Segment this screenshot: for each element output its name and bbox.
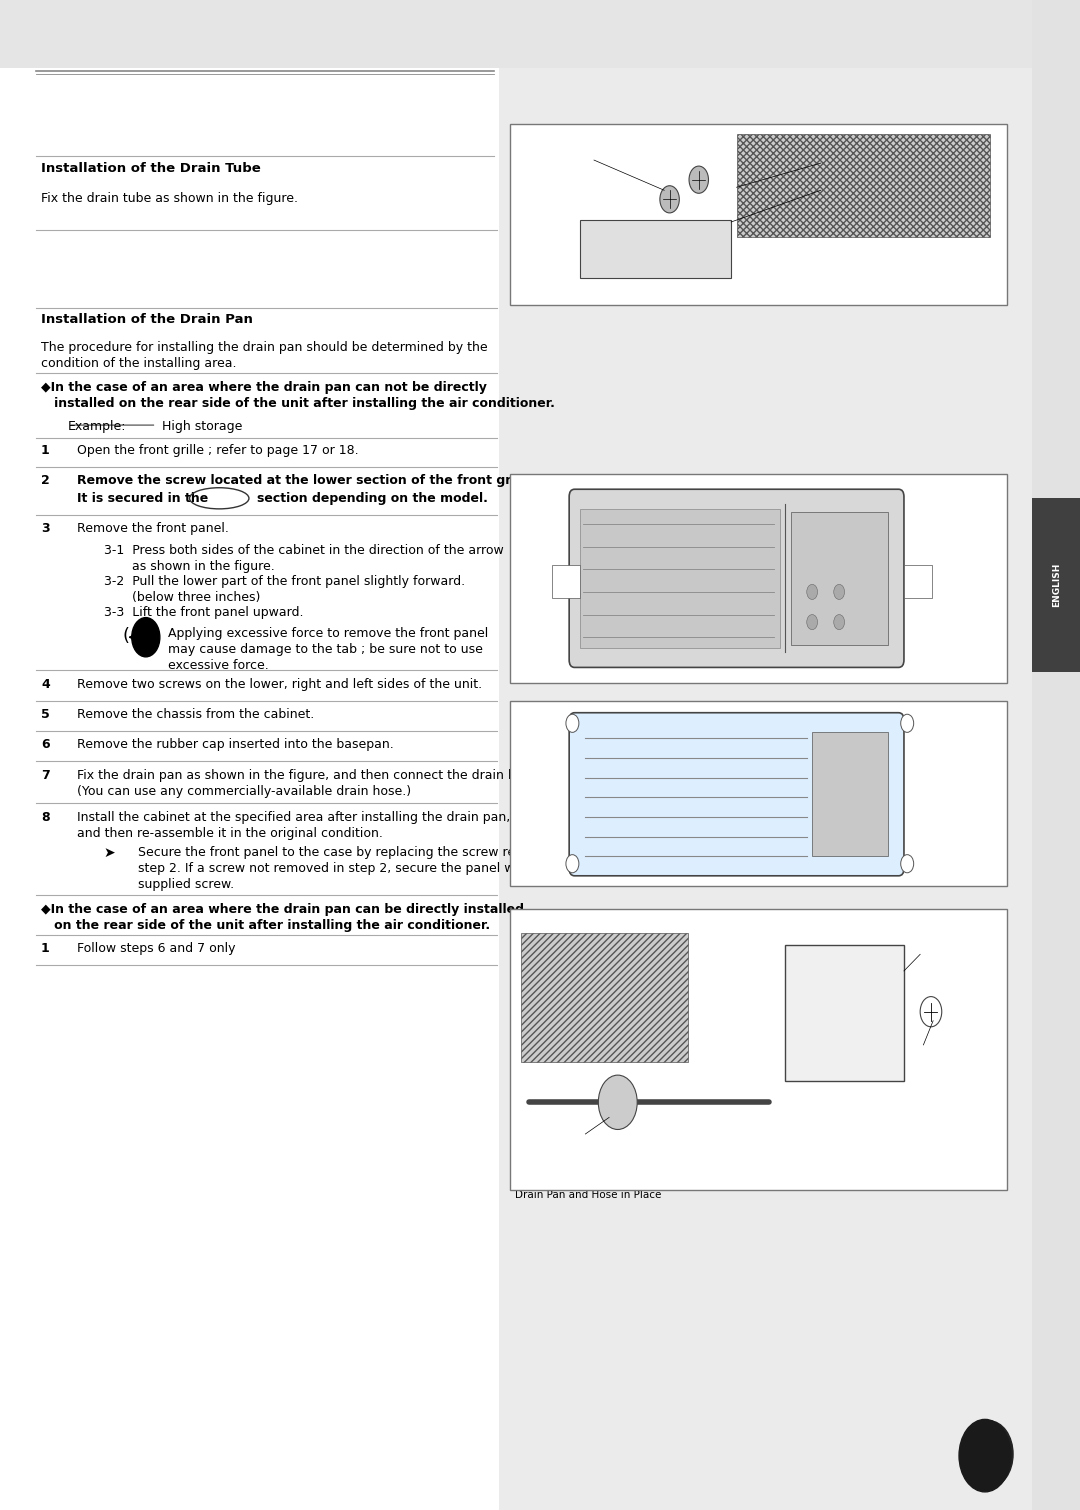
Circle shape xyxy=(598,1075,637,1129)
Text: 33: 33 xyxy=(561,574,571,583)
Text: Applying excessive force to remove the front panel
may cause damage to the tab ;: Applying excessive force to remove the f… xyxy=(168,627,489,672)
Text: 3-2  Pull the lower part of the front panel slightly forward.
       (below thre: 3-2 Pull the lower part of the front pan… xyxy=(104,575,464,604)
Text: Remove the rubber cap inserted into the basepan.: Remove the rubber cap inserted into the … xyxy=(77,738,393,752)
Circle shape xyxy=(566,855,579,873)
Bar xyxy=(904,565,932,598)
Bar xyxy=(510,474,1007,683)
Text: High storage: High storage xyxy=(162,420,242,433)
Text: Screw: Screw xyxy=(926,1042,955,1052)
Circle shape xyxy=(834,615,845,630)
Text: Installation of the Drain Tube: Installation of the Drain Tube xyxy=(41,162,260,175)
Circle shape xyxy=(660,186,679,213)
Text: 5: 5 xyxy=(41,708,50,722)
Text: Open the front grille ; refer to page 17 or 18.: Open the front grille ; refer to page 17… xyxy=(77,444,359,458)
Text: 3-3  Lift the front panel upward.: 3-3 Lift the front panel upward. xyxy=(104,606,303,619)
Text: 35: 35 xyxy=(913,574,923,583)
Circle shape xyxy=(966,1421,1013,1487)
FancyBboxPatch shape xyxy=(569,489,904,667)
Bar xyxy=(1032,0,1080,1510)
Text: ◆In the case of an area where the drain pan can not be directly
   installed on : ◆In the case of an area where the drain … xyxy=(41,381,555,409)
Text: The procedure for installing the drain pan should be determined by the
condition: The procedure for installing the drain p… xyxy=(41,341,488,370)
Text: Remove the chassis from the cabinet.: Remove the chassis from the cabinet. xyxy=(77,708,314,722)
Text: 2: 2 xyxy=(41,474,50,488)
Text: E-21: E-21 xyxy=(973,1451,997,1460)
Bar xyxy=(552,565,580,598)
Text: Bottom-Side View with
Drain Pan and Hose in Place: Bottom-Side View with Drain Pan and Hose… xyxy=(515,1178,662,1200)
Circle shape xyxy=(834,584,845,599)
Bar xyxy=(580,509,780,648)
Circle shape xyxy=(132,618,160,657)
Bar xyxy=(737,134,990,237)
FancyArrowPatch shape xyxy=(130,636,133,639)
Text: ENGLISH: ENGLISH xyxy=(1052,563,1061,607)
Text: 7: 7 xyxy=(41,769,50,782)
FancyBboxPatch shape xyxy=(569,713,904,876)
Circle shape xyxy=(807,584,818,599)
Text: 3-1  Press both sides of the cabinet in the direction of the arrow
       as sho: 3-1 Press both sides of the cabinet in t… xyxy=(104,544,503,572)
Text: Fix the drain tube as shown in the figure.: Fix the drain tube as shown in the figur… xyxy=(41,192,298,205)
Text: 1: 1 xyxy=(41,942,50,956)
Text: 8: 8 xyxy=(41,811,50,824)
Text: Remove two screws on the lower, right and left sides of the unit.: Remove two screws on the lower, right an… xyxy=(77,678,482,692)
Circle shape xyxy=(566,714,579,732)
Circle shape xyxy=(901,714,914,732)
Circle shape xyxy=(689,166,708,193)
Text: 4: 4 xyxy=(41,678,50,692)
Text: Drain Hose: Drain Hose xyxy=(518,1157,572,1167)
Text: Rear: Rear xyxy=(816,148,840,159)
Text: Screw: Screw xyxy=(801,667,831,678)
Text: Remove the screw located at the lower section of the front grille.: Remove the screw located at the lower se… xyxy=(77,474,537,488)
Circle shape xyxy=(920,997,942,1027)
Text: It is secured in the: It is secured in the xyxy=(77,492,208,506)
Circle shape xyxy=(959,1419,1011,1492)
Text: Remove the front panel.: Remove the front panel. xyxy=(77,522,229,536)
Text: ➤: ➤ xyxy=(104,846,116,859)
Bar xyxy=(812,732,888,856)
Text: E-21: E-21 xyxy=(977,1450,1001,1459)
Circle shape xyxy=(901,855,914,873)
Text: Follow steps 6 and 7 only: Follow steps 6 and 7 only xyxy=(77,942,235,956)
Text: Drain Pan: Drain Pan xyxy=(920,951,968,962)
Bar xyxy=(510,909,1007,1190)
Text: Screws(2EA): Screws(2EA) xyxy=(515,282,576,293)
Bar xyxy=(785,945,904,1081)
Circle shape xyxy=(807,615,818,630)
Text: 3: 3 xyxy=(41,522,50,536)
Text: Drain Tube: Drain Tube xyxy=(823,193,876,204)
Bar xyxy=(510,701,1007,886)
Bar xyxy=(510,124,1007,305)
Text: Front panel: Front panel xyxy=(515,599,570,610)
Text: Fix the drain pan as shown in the figure, and then connect the drain hose.
(You : Fix the drain pan as shown in the figure… xyxy=(77,769,541,797)
Bar xyxy=(0,0,1032,68)
Bar xyxy=(791,512,888,645)
Text: 1: 1 xyxy=(41,444,50,458)
Text: 6: 6 xyxy=(41,738,50,752)
Text: Installation of the Drain Pan: Installation of the Drain Pan xyxy=(41,313,253,326)
Text: Rubber cap: Rubber cap xyxy=(515,157,571,168)
Bar xyxy=(499,0,1032,1510)
Text: Rubber cap: Rubber cap xyxy=(518,1132,575,1143)
Text: Example:: Example: xyxy=(68,420,126,433)
Text: section depending on the model.: section depending on the model. xyxy=(257,492,488,506)
Text: Install the cabinet at the specified area after installing the drain pan,
and th: Install the cabinet at the specified are… xyxy=(77,811,510,840)
Text: (: ( xyxy=(122,627,129,645)
Text: ◆In the case of an area where the drain pan can be directly installed
   on the : ◆In the case of an area where the drain … xyxy=(41,903,524,932)
Text: Secure the front panel to the case by replacing the screw removed in
step 2. If : Secure the front panel to the case by re… xyxy=(138,846,573,891)
Bar xyxy=(580,220,731,278)
Text: Gasket: Gasket xyxy=(823,166,856,177)
Text: Rear: Rear xyxy=(561,956,584,966)
Bar xyxy=(1032,498,1080,672)
Bar xyxy=(521,933,688,1062)
